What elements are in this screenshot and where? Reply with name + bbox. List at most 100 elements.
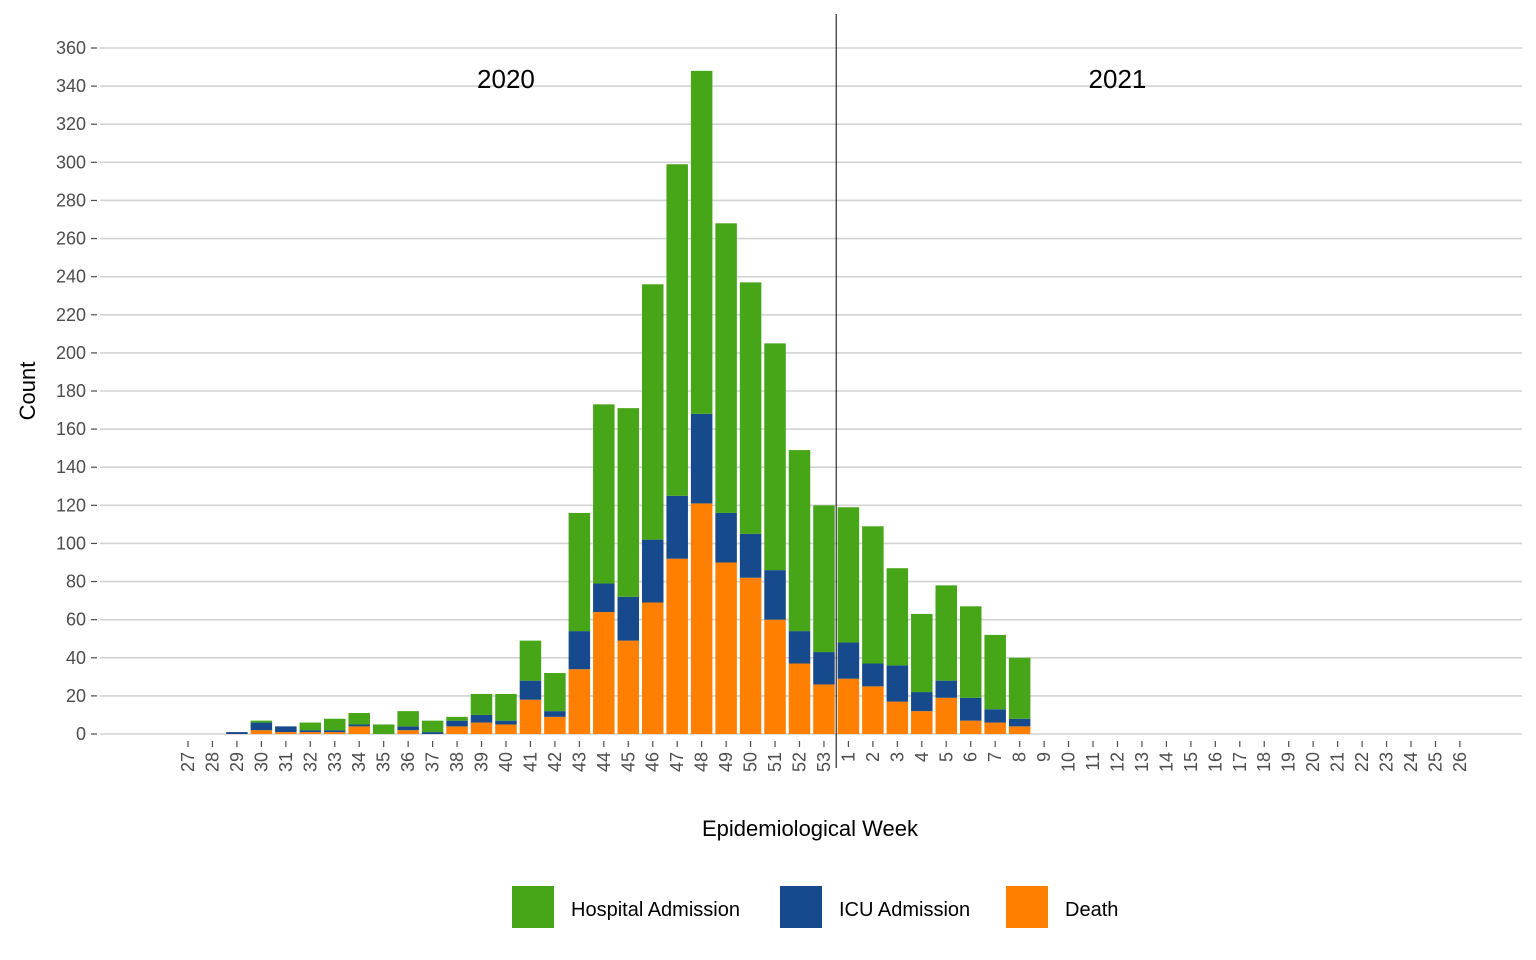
year-labels: 2020 2021	[477, 64, 1146, 94]
bar-segment	[299, 722, 322, 731]
bar-segment	[324, 730, 346, 733]
legend-swatch	[512, 886, 554, 928]
bar-segment	[788, 663, 811, 734]
bar-segment	[813, 652, 835, 685]
x-tick-label: 30	[251, 752, 271, 772]
x-tick-label: 22	[1352, 752, 1372, 772]
x-tick-label: 11	[1083, 752, 1103, 771]
bar-segment	[959, 697, 982, 721]
bar-segment	[837, 507, 860, 643]
x-tick-label: 10	[1059, 752, 1079, 772]
bar-segment	[593, 612, 615, 734]
x-tick-label: 51	[765, 752, 785, 772]
bar-segment	[690, 413, 713, 504]
x-tick-label: 32	[300, 752, 320, 772]
bar-segment	[788, 631, 811, 664]
x-tick-label: 36	[398, 752, 418, 772]
bar-segment	[690, 503, 713, 734]
bar-segment	[495, 693, 517, 721]
x-tick-label: 18	[1254, 752, 1274, 772]
bar-segment	[984, 709, 1006, 723]
bar-segment	[446, 716, 468, 721]
bar-segment	[837, 678, 860, 734]
bar-segment	[593, 583, 615, 613]
x-tick-label: 44	[594, 752, 614, 772]
bar-segment	[348, 726, 370, 734]
bar-segment	[568, 631, 591, 670]
legend: Hospital Admission ICU Admission Death	[512, 886, 1118, 928]
y-tick-label: 340	[56, 76, 86, 96]
bar-segment	[641, 602, 664, 734]
y-tick-label: 20	[66, 686, 86, 706]
y-tick-label: 100	[56, 533, 86, 553]
bar-segment	[226, 732, 248, 734]
x-tick-label: 5	[936, 752, 956, 762]
bar-segment	[397, 726, 419, 731]
bar-segment	[617, 640, 640, 734]
bar-segment	[739, 577, 762, 734]
x-tick-label: 43	[569, 752, 589, 772]
bar-segment	[862, 526, 884, 664]
x-tick-label: 39	[472, 752, 492, 772]
bar-segment	[764, 570, 786, 620]
bar-segment	[984, 634, 1006, 710]
bar-segment	[519, 640, 542, 681]
bar-segment	[299, 732, 322, 734]
x-tick-label: 19	[1279, 752, 1299, 772]
x-tick-label: 6	[961, 752, 981, 762]
x-tick-label: 48	[692, 752, 712, 772]
bar-segment	[348, 724, 370, 727]
gridlines	[100, 47, 1522, 735]
bar-segment	[324, 718, 346, 731]
bar-segment	[911, 711, 933, 734]
x-tick-label: 4	[912, 752, 932, 762]
bar-segment	[886, 568, 909, 666]
bar-segment	[421, 732, 444, 734]
x-tick-label: 52	[790, 752, 810, 772]
x-tick-label: 31	[276, 752, 296, 772]
x-tick-label: 1	[838, 752, 858, 762]
y-tick-label: 120	[56, 495, 86, 515]
y-axis-title: Count	[15, 362, 40, 421]
x-tick-label: 34	[349, 752, 369, 772]
x-tick-label: 12	[1107, 752, 1127, 772]
x-tick-label: 17	[1230, 752, 1250, 772]
bar-segment	[421, 720, 444, 733]
bar-segment	[837, 642, 860, 679]
x-tick-label: 38	[447, 752, 467, 772]
bar-segment	[250, 730, 273, 734]
bar-segment	[544, 711, 566, 717]
bar-segment	[568, 669, 591, 734]
bar-segment	[519, 680, 542, 700]
x-tick-label: 13	[1132, 752, 1152, 772]
bar-segment	[911, 613, 933, 693]
y-tick-label: 220	[56, 305, 86, 325]
bar-segment	[764, 619, 786, 734]
bars	[226, 70, 1031, 734]
bar-segment	[959, 606, 982, 698]
legend-label: Hospital Admission	[571, 899, 740, 921]
x-tick-label: 37	[423, 752, 443, 772]
y-tick-label: 300	[56, 152, 86, 172]
x-tick-label: 14	[1156, 752, 1176, 772]
bar-segment	[1008, 657, 1031, 719]
y-axis: 0 20 40 60 80 100 120 140 160 180 200 220 240 260 280 3…	[56, 38, 97, 744]
bar-segment	[862, 663, 884, 687]
bar-segment	[690, 70, 713, 414]
bar-segment	[813, 505, 835, 653]
bar-segment	[764, 343, 786, 571]
x-tick-label: 41	[520, 752, 540, 772]
bar-segment	[250, 722, 273, 731]
bar-segment	[984, 722, 1006, 734]
bar-segment	[446, 726, 468, 734]
x-tick-label: 50	[741, 752, 761, 772]
bar-segment	[397, 711, 419, 727]
bar-segment	[348, 713, 370, 725]
x-tick-label: 40	[496, 752, 516, 772]
bar-segment	[1008, 718, 1031, 727]
bar-segment	[446, 720, 468, 727]
bar-segment	[935, 680, 958, 698]
y-tick-label: 0	[76, 724, 86, 744]
bar-segment	[715, 223, 737, 513]
x-tick-label: 35	[374, 752, 394, 772]
